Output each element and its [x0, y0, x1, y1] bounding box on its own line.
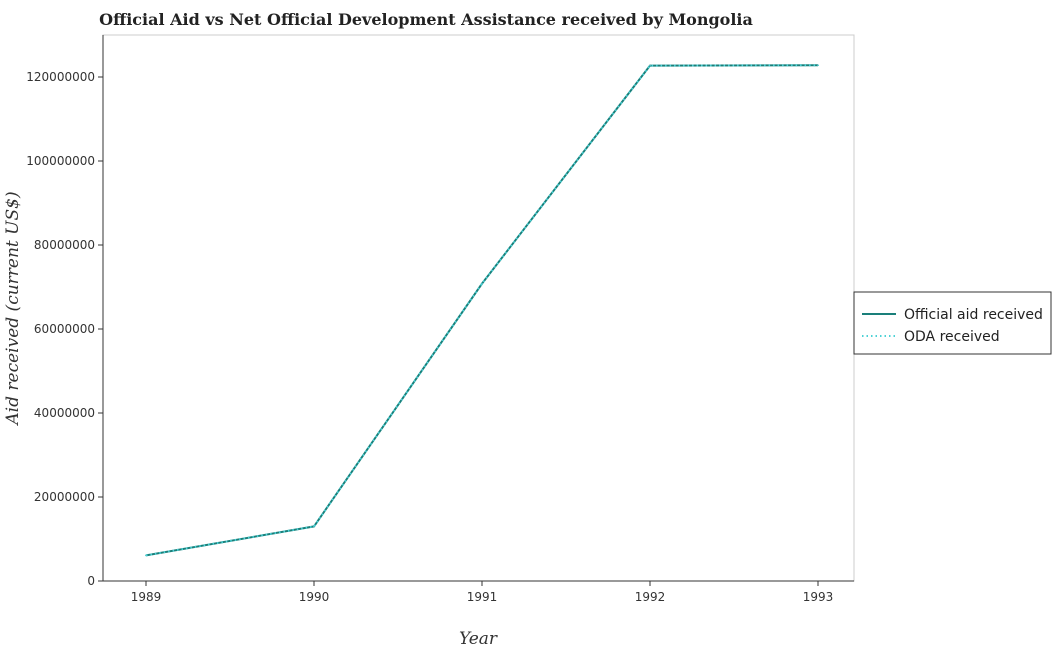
data-point — [817, 64, 819, 67]
data-point — [649, 64, 651, 67]
data-point — [313, 525, 315, 528]
x-tick-label: 1992 — [635, 590, 666, 604]
x-tick-label: 1990 — [299, 590, 330, 604]
data-point — [481, 282, 483, 285]
series-layer — [145, 64, 819, 557]
y-tick-label: 20000000 — [34, 490, 95, 504]
x-axis-ticks: 1989 1990 1991 1992 1993 — [131, 581, 834, 604]
y-axis-ticks: 0 20000000 40000000 60000000 80000000 1000000… — [26, 70, 103, 588]
series-line-1 — [145, 64, 819, 557]
x-tick-label: 1991 — [467, 590, 498, 604]
plot-area — [102, 34, 855, 582]
y-tick-label: 60000000 — [34, 322, 95, 336]
legend: Official aid received ODA received — [853, 291, 1052, 355]
y-tick-label: 120000000 — [26, 70, 95, 84]
y-tick-label: 100000000 — [26, 154, 95, 168]
x-tick-label: 1993 — [803, 590, 834, 604]
legend-label-2: ODA received — [904, 329, 1000, 345]
y-tick-label: 80000000 — [34, 238, 95, 252]
x-tick-label: 1989 — [131, 590, 162, 604]
legend-label-1: Official aid received — [904, 307, 1043, 323]
y-tick-label: 0 — [87, 574, 95, 588]
y-tick-label: 40000000 — [34, 406, 95, 420]
x-axis-label: Year — [459, 629, 498, 649]
chart-title: Official Aid vs Net Official Development… — [99, 10, 753, 29]
y-axis-label: Aid received (current US$) — [3, 191, 23, 426]
data-point — [145, 554, 147, 557]
series-line-2 — [145, 64, 819, 557]
legend-box — [853, 291, 1052, 355]
